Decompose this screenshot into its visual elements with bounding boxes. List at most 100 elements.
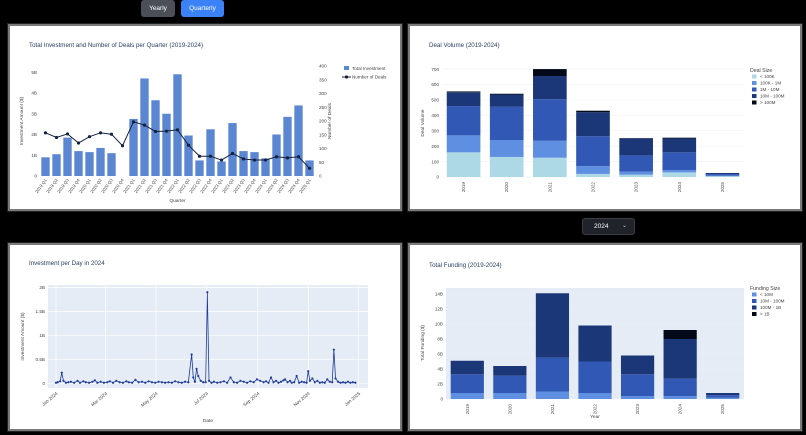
bar [217, 161, 226, 176]
investment-point [167, 381, 170, 384]
x-tick-label: Mar 2024 [90, 391, 108, 408]
bar [162, 113, 171, 176]
investment-point [290, 381, 293, 384]
investment-point [199, 379, 202, 382]
investment-point [344, 381, 347, 384]
yearly-button[interactable]: Yearly [141, 0, 175, 17]
investment-point [339, 381, 342, 384]
investment-point [323, 381, 326, 384]
investment-point [279, 380, 283, 383]
bar [107, 153, 116, 176]
legend-label: 10M - 100M [760, 299, 785, 304]
bar [52, 154, 61, 176]
bar [140, 78, 149, 176]
stacked-bar-segment [576, 136, 610, 167]
y-tick-label: 6B [437, 352, 443, 357]
legend-swatch [752, 74, 757, 79]
bar [294, 105, 303, 176]
year-dropdown-value: 2024 [594, 223, 609, 230]
y-tick-label: 700 [431, 67, 439, 72]
investment-point [236, 381, 239, 384]
stacked-bar-segment [663, 396, 697, 399]
stacked-bar-segment [619, 155, 653, 172]
investment-point [93, 379, 96, 382]
stacked-bar-segment [489, 106, 524, 140]
deals-point [76, 141, 81, 145]
investment-point [59, 380, 62, 383]
stacked-bar-segment [576, 166, 610, 174]
investment-point [249, 380, 252, 383]
legend-label: 100M - 1B [760, 305, 781, 310]
y-tick-label: 100 [431, 159, 439, 164]
stacked-bar-segment [620, 396, 655, 399]
investment-point [206, 291, 209, 294]
x-tick-label: 2021 [547, 182, 552, 193]
stacked-bar-segment [662, 138, 697, 153]
year-dropdown[interactable]: 2024 ⌄ [582, 218, 635, 235]
x-tick-label: 2022 [591, 182, 596, 193]
investment-point [144, 381, 147, 384]
x-axis-label: Year [590, 414, 600, 420]
deals-point [252, 158, 257, 162]
stacked-bar-segment [663, 339, 697, 379]
bar [261, 158, 270, 176]
investment-point [56, 381, 59, 384]
bar [239, 151, 248, 176]
stacked-bar-segment [535, 293, 570, 358]
stacked-bar-segment [619, 174, 653, 177]
investment-point [264, 380, 268, 383]
legend-label: > 100M [760, 100, 776, 105]
investment-point [96, 381, 99, 384]
deals-point [43, 131, 48, 135]
stacked-bar-segment [446, 92, 481, 107]
investment-point [99, 380, 102, 383]
y-tick-label: 0 [34, 174, 37, 179]
investment-point [164, 381, 167, 384]
deals-point [219, 158, 224, 162]
investment-point [91, 380, 94, 383]
stacked-bar-segment [450, 374, 484, 393]
investment-point [190, 353, 193, 356]
investment-point [76, 379, 79, 382]
stacked-bar-segment [533, 140, 567, 158]
stacked-bar-segment [663, 330, 697, 339]
chart-title: Investment per Day in 2024 [29, 260, 105, 267]
deals-point [87, 135, 92, 139]
quarterly-investment-chart-card: Total Investment and Number of Deals per… [8, 24, 402, 211]
stacked-bar-segment [705, 174, 740, 176]
stacked-bar-segment [706, 393, 740, 396]
investment-point [308, 379, 311, 382]
stacked-bar-segment [533, 69, 567, 77]
deals-point [54, 135, 59, 140]
bar [195, 160, 204, 176]
investment-point [183, 380, 187, 383]
stacked-bar-segment [705, 172, 740, 175]
investment-point [326, 378, 329, 381]
x-tick-label: 2025 [720, 404, 725, 415]
investment-point [300, 380, 303, 383]
quarterly-button[interactable]: Quarterly [181, 0, 224, 17]
daily-investment-chart: Investment per Day in 2024 0 0.5B 1B 1.5B 2B J… [20, 260, 368, 424]
investment-point [106, 381, 109, 384]
chart-title: Total Funding (2019-2024) [429, 262, 502, 269]
investment-point [245, 381, 249, 384]
y2-tick-label: 300 [319, 91, 327, 96]
investment-point [222, 380, 225, 383]
bar [41, 157, 50, 176]
y-tick-label: 5B [31, 70, 37, 75]
legend-marker-deals [344, 75, 349, 79]
legend-label: > 1B [760, 312, 770, 317]
legend-swatch [752, 94, 757, 98]
investment-point [282, 379, 285, 382]
total-funding-chart: Total Funding (2019-2024) Total Funding (… [420, 262, 785, 420]
bar [63, 137, 72, 176]
investment-point [354, 381, 357, 384]
y-tick-label: 0 [436, 175, 439, 180]
stacked-bar-segment [493, 375, 527, 393]
bar [250, 152, 259, 176]
investment-point [134, 378, 137, 381]
y-tick-label: 2B [437, 382, 443, 387]
y-axis-label: Investment Amount ($) [20, 312, 26, 361]
investment-point [349, 381, 352, 384]
investment-point [154, 381, 157, 384]
